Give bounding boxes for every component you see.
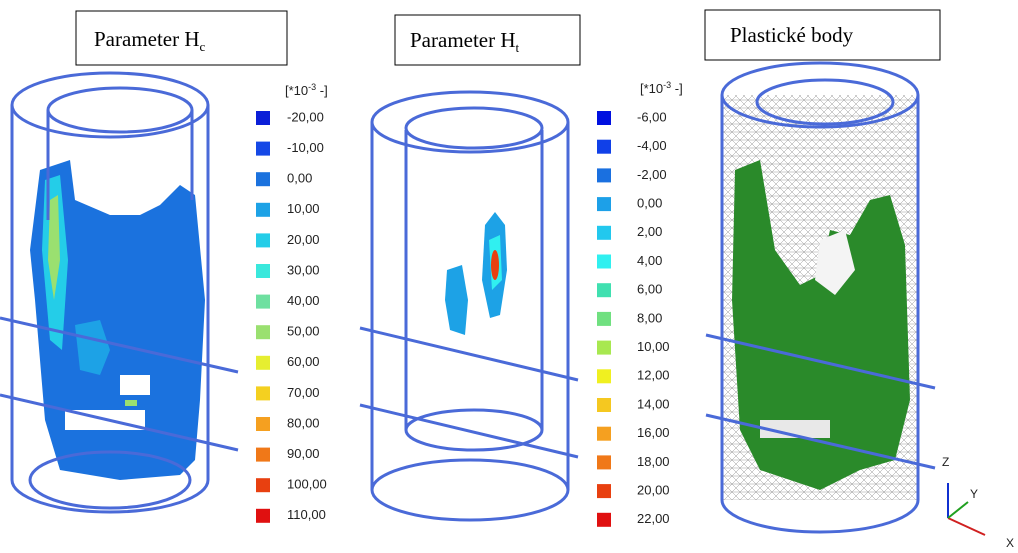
legend-label: 2,00 (637, 224, 662, 239)
legend-swatch (597, 340, 611, 355)
legend-unit: [*10-3 -] (640, 80, 683, 96)
legend-label: 10,00 (287, 201, 320, 216)
legend-unit: [*10-3 -] (285, 82, 328, 98)
title-box (704, 9, 941, 61)
legend-swatch (597, 455, 611, 470)
legend-swatch (256, 202, 270, 217)
legend-swatch (597, 426, 611, 441)
legend-swatch (256, 233, 270, 248)
legend-label: 18,00 (637, 454, 670, 469)
legend-label: 0,00 (637, 196, 662, 211)
legend-label: -20,00 (287, 109, 324, 124)
panel-title: Parameter Hc (94, 27, 206, 54)
legend-swatch (597, 311, 611, 326)
axis-label: Z (942, 455, 949, 469)
panel-title: Plastické body (730, 23, 854, 47)
legend-swatch (597, 197, 611, 212)
legend-label: 16,00 (637, 425, 670, 440)
legend-label: -4,00 (637, 138, 667, 153)
legend-swatch (256, 417, 270, 431)
legend-label: 90,00 (287, 446, 320, 461)
legend-swatch (256, 111, 270, 125)
legend-label: -10,00 (287, 140, 324, 155)
legend-label: 6,00 (637, 282, 662, 297)
legend-swatch (597, 484, 611, 499)
legend-label: 110,00 (287, 507, 326, 522)
legend-label: -2,00 (637, 167, 667, 182)
legend-swatch (597, 111, 611, 125)
legend-label: 14,00 (637, 396, 670, 411)
legend-swatch (597, 283, 611, 298)
legend-label: 60,00 (287, 354, 320, 369)
legend-swatch (597, 398, 611, 412)
legend-label: 50,00 (287, 324, 320, 339)
legend-swatch (597, 168, 611, 183)
legend-swatch (597, 512, 611, 527)
legend-swatch (256, 478, 270, 493)
legend-swatch (256, 508, 270, 523)
legend-swatch (597, 139, 611, 154)
legend-swatch (256, 264, 270, 278)
legend-label: 8,00 (637, 310, 662, 325)
legend-label: 22,00 (637, 511, 670, 526)
legend-swatch (597, 225, 611, 240)
legend-label: 10,00 (637, 339, 670, 354)
title-box (394, 14, 581, 66)
legend-label: 20,00 (637, 483, 670, 498)
legend-label: 100,00 (287, 477, 327, 492)
legend-swatch (256, 172, 270, 187)
legend-swatch (256, 447, 270, 462)
legend-swatch (597, 369, 611, 384)
panel-title: Parameter Ht (410, 28, 520, 55)
legend-label: 4,00 (637, 253, 662, 268)
legend-label: 0,00 (287, 171, 312, 186)
model-hc (0, 71, 239, 514)
legend-swatch (256, 294, 270, 309)
axis-label: Y (970, 487, 978, 501)
legend-label: 40,00 (287, 293, 320, 308)
legend-label: 12,00 (637, 368, 670, 383)
legend-label: 30,00 (287, 262, 320, 277)
legend-label: 80,00 (287, 415, 320, 430)
legend-swatch (597, 254, 611, 269)
legend-swatch (256, 141, 270, 156)
axis-label: X (1006, 536, 1014, 550)
title-box (75, 10, 288, 66)
model-ht (359, 90, 579, 522)
legend-swatch (256, 355, 270, 370)
legend-label: 70,00 (287, 385, 320, 400)
legend-swatch (256, 386, 270, 401)
legend-swatch (256, 325, 270, 340)
legend-label: 20,00 (287, 232, 320, 247)
legend-label: -6,00 (637, 109, 667, 124)
model-plastic (705, 61, 986, 536)
